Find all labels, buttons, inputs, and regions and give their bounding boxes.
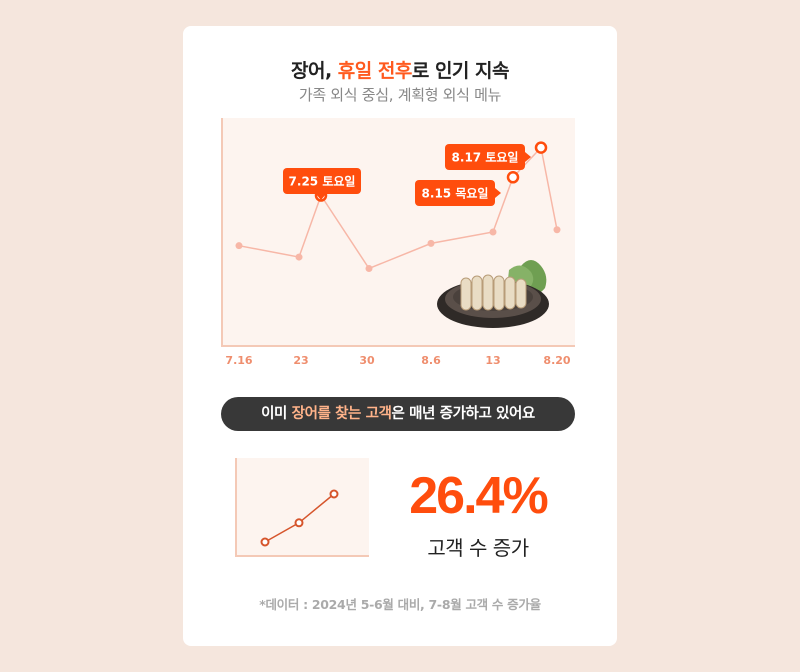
annotation-label: 7.25 토요일 bbox=[289, 175, 356, 189]
stat-value: 26.4% bbox=[409, 467, 548, 525]
data-point bbox=[427, 239, 435, 247]
mini-data-point bbox=[294, 518, 304, 528]
mini-chart-background bbox=[235, 458, 369, 556]
annotation-callout: 8.15 목요일 bbox=[415, 180, 501, 206]
x-tick-label: 13 bbox=[485, 354, 500, 367]
x-tick-label: 23 bbox=[293, 354, 308, 367]
mini-trend-chart bbox=[235, 458, 369, 557]
grilled-eel-dish-illustration bbox=[437, 260, 549, 328]
x-tick-label: 8.6 bbox=[421, 354, 441, 367]
annotation-label: 8.17 토요일 bbox=[452, 151, 519, 165]
x-tick-label: 7.16 bbox=[225, 354, 252, 367]
data-point bbox=[553, 226, 561, 234]
banner-highlight: 장어를 찾는 고객 bbox=[291, 406, 392, 422]
highlight-point bbox=[506, 171, 520, 184]
highlight-point bbox=[534, 141, 548, 154]
chart-annotations: 7.25 토요일 8.15 목요일 8.17 토요일 bbox=[283, 144, 531, 206]
annotation-callout: 7.25 토요일 bbox=[283, 168, 361, 200]
stat-label: 고객 수 증가 bbox=[427, 536, 529, 560]
page-subtitle: 가족 외식 중심, 계획형 외식 메뉴 bbox=[298, 86, 502, 104]
line-chart: 7.25 토요일 8.15 목요일 8.17 토요일 7.16 23 30 8.6 13 8.… bbox=[221, 118, 575, 367]
page-title: 장어, 휴일 전후로 인기 지속 bbox=[291, 60, 509, 82]
info-card: 장어, 휴일 전후로 인기 지속 가족 외식 중심, 계획형 외식 메뉴 7.2… bbox=[183, 26, 617, 646]
mini-data-point bbox=[260, 537, 270, 547]
footnote: *데이터 : 2024년 5-6월 대비, 7-8월 고객 수 증가율 bbox=[259, 597, 541, 612]
data-point bbox=[365, 264, 373, 272]
annotation-label: 8.15 목요일 bbox=[422, 187, 489, 201]
highlight-banner: 이미 장어를 찾는 고객은 매년 증가하고 있어요 bbox=[221, 397, 575, 431]
data-point bbox=[235, 242, 243, 250]
x-tick-labels: 7.16 23 30 8.6 13 8.20 bbox=[225, 354, 570, 367]
mini-data-point bbox=[329, 489, 339, 499]
title-accent: 휴일 전후 bbox=[337, 60, 413, 82]
data-point bbox=[489, 228, 497, 236]
mini-series-points bbox=[260, 489, 339, 547]
data-point bbox=[295, 253, 303, 261]
x-tick-label: 30 bbox=[359, 354, 375, 367]
x-tick-label: 8.20 bbox=[543, 354, 570, 367]
annotation-callout: 8.17 토요일 bbox=[445, 144, 531, 170]
